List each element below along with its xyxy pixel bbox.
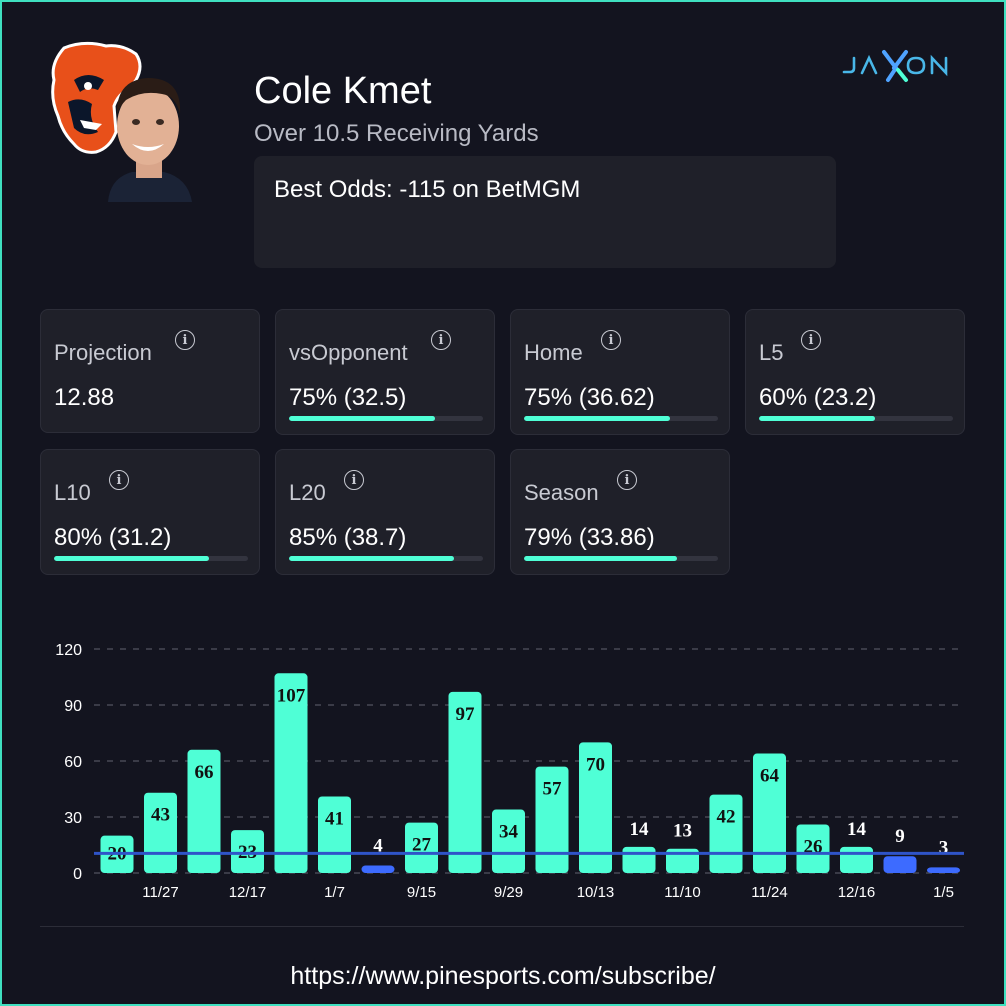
stat-card-home[interactable]: Home i 75% (36.62) [510,309,730,435]
bar-data-label: 14 [847,819,867,840]
chart-bar [840,846,873,873]
bar-data-label: 9 [895,826,905,847]
y-tick-label: 120 [55,642,82,659]
bar-data-label: 13 [673,821,692,842]
chart-bar [579,742,612,873]
stat-label: Projection [54,340,152,365]
stat-label: vsOpponent [289,340,408,365]
y-tick-label: 60 [64,754,82,771]
stat-card-l5[interactable]: L5 i 60% (23.2) [745,309,965,435]
y-tick-label: 0 [73,866,82,883]
bar-data-label: 27 [412,835,432,856]
info-circle-icon[interactable]: i [175,330,195,350]
bar-data-label: 41 [325,808,344,829]
stat-value: 12.88 [54,384,115,411]
hit-rate-bar [289,556,483,561]
info-circle-icon[interactable]: i [801,330,821,350]
bar-data-label: 3 [939,837,949,858]
chart-bar [796,824,830,873]
hit-rate-bar [759,416,953,421]
player-image-group [44,40,194,202]
bar-data-label: 43 [151,805,170,826]
stat-card-projection[interactable]: Projection i 12.88 [40,309,260,433]
y-tick-label: 90 [64,698,82,715]
stat-value: 79% (33.86) [524,524,655,551]
player-headshot-icon [108,78,192,202]
stat-value: 75% (32.5) [289,384,407,411]
info-circle-icon[interactable]: i [431,330,451,350]
player-name: Cole Kmet [254,70,432,112]
stat-card-l10[interactable]: L10 i 80% (31.2) [40,449,260,575]
bar-data-label: 64 [760,766,780,787]
info-circle-icon[interactable]: i [601,330,621,350]
hit-rate-bar [289,416,483,421]
x-tick-label: 11/27 [142,884,178,901]
stat-label: Home [524,340,583,365]
hit-rate-fill [524,416,670,421]
hit-rate-fill [524,556,678,561]
stat-label: L5 [759,340,784,365]
x-tick-label: 9/29 [494,884,523,901]
footer-url-link[interactable]: https://www.pinesports.com/subscribe/ [290,962,716,990]
chart-bar [448,691,482,873]
chart-bar [187,749,221,873]
bar-data-label: 70 [586,754,605,775]
chart-bar [361,865,395,873]
stat-label: Season [524,480,599,505]
x-tick-label: 11/24 [751,884,787,901]
x-tick-label: 12/16 [838,884,876,901]
stat-label: L10 [54,480,91,505]
chart-bar [231,830,264,873]
chart-bar [492,809,525,873]
best-odds-box: Best Odds: -115 on BetMGM [254,156,836,268]
chart-bar [622,846,656,873]
chart-bar [535,766,569,873]
stat-value: 80% (31.2) [54,524,172,551]
x-tick-label: 1/5 [933,884,954,901]
brand-logo [842,50,948,82]
x-tick-label: 10/13 [577,884,615,901]
hit-rate-bar [524,416,718,421]
bar-data-label: 34 [499,822,519,843]
stat-card-vs-opponent[interactable]: vsOpponent i 75% (32.5) [275,309,495,435]
bar-data-label: 107 [277,685,306,706]
chart-bar [274,673,308,873]
best-odds-text: Best Odds: -115 on BetMGM [274,176,581,203]
stat-value: 85% (38.7) [289,524,407,551]
chart-bar [883,856,917,873]
chart-bar [927,867,960,873]
bar-data-label: 57 [543,779,563,800]
chart-bar [753,753,786,873]
hit-rate-fill [289,556,454,561]
chart-bar [405,822,438,873]
bar-data-label: 4 [373,836,383,857]
bar-data-label: 42 [717,807,736,828]
info-circle-icon[interactable]: i [109,470,129,490]
stat-card-season[interactable]: Season i 79% (33.86) [510,449,730,575]
bar-data-label: 14 [630,819,650,840]
footer-divider [40,926,964,927]
bar-data-label: 66 [195,762,214,783]
y-tick-label: 30 [64,810,82,827]
stat-label: L20 [289,480,326,505]
hit-rate-fill [54,556,210,561]
stat-value: 60% (23.2) [759,384,877,411]
x-tick-label: 1/7 [324,884,345,901]
hit-rate-bar [54,556,248,561]
bet-line: Over 10.5 Receiving Yards [254,120,539,147]
hit-rate-fill [289,416,435,421]
stat-value: 75% (36.62) [524,384,655,411]
hit-rate-bar [524,556,718,561]
stat-card-l20[interactable]: L20 i 85% (38.7) [275,449,495,575]
info-circle-icon[interactable]: i [344,470,364,490]
team-logo-icon [51,41,142,154]
bar-data-label: 97 [456,704,476,725]
x-tick-label: 12/17 [229,884,267,901]
x-tick-label: 9/15 [407,884,436,901]
hit-rate-fill [759,416,876,421]
x-tick-label: 11/10 [664,884,700,901]
info-circle-icon[interactable]: i [617,470,637,490]
